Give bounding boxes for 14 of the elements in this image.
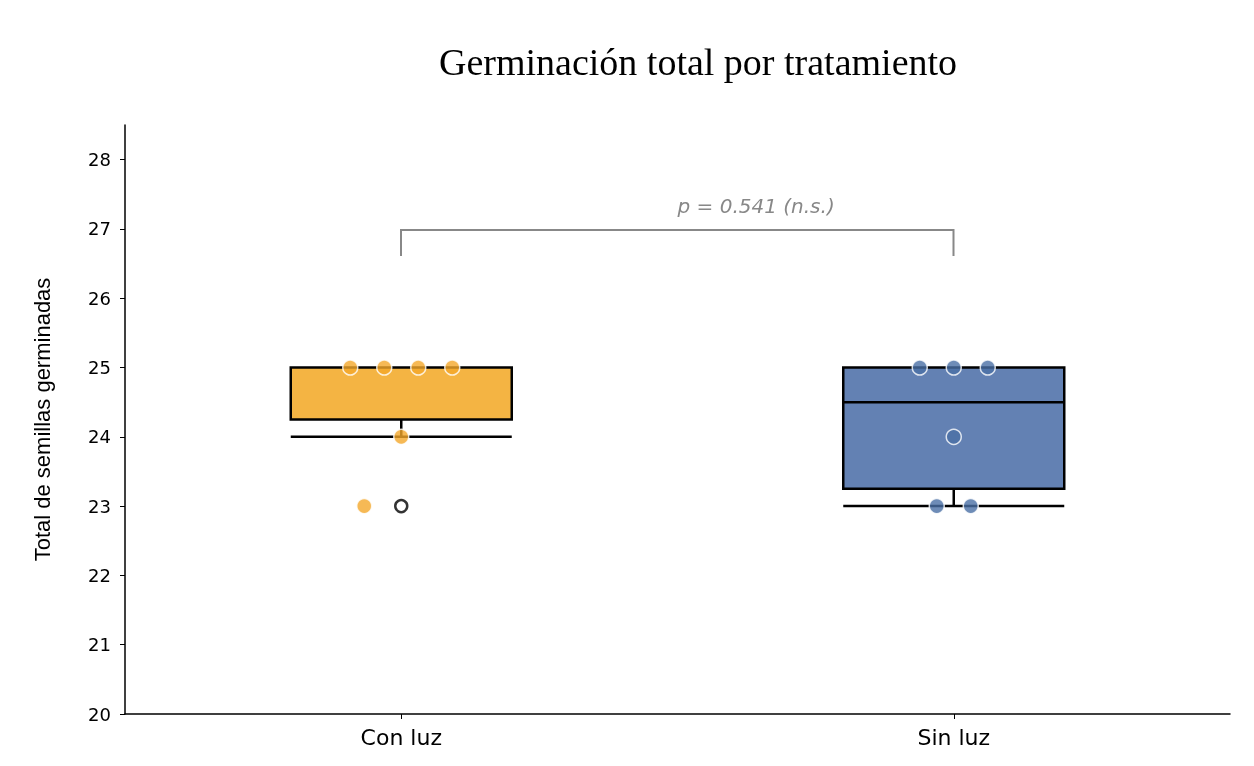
y-tick-label: 22	[88, 564, 111, 586]
y-tick-label: 25	[88, 357, 111, 379]
x-tick-label: Con luz	[360, 724, 442, 750]
annotation: p = 0.541 (n.s.)	[676, 194, 835, 218]
y-tick-label: 20	[88, 703, 111, 725]
y-tick-label: 24	[88, 426, 111, 448]
x-tick-label: Sin luz	[917, 724, 991, 750]
y-tick-label: 27	[88, 218, 111, 240]
y-tick-label: 21	[88, 634, 111, 656]
y-tick-label: 23	[88, 495, 111, 517]
y-tick-label: 28	[88, 149, 111, 171]
chart-title: Germinación total por tratamiento	[438, 41, 958, 83]
y-tick-label: 26	[88, 287, 111, 309]
y-axis-title: Total de semillas germinadas	[29, 277, 55, 562]
